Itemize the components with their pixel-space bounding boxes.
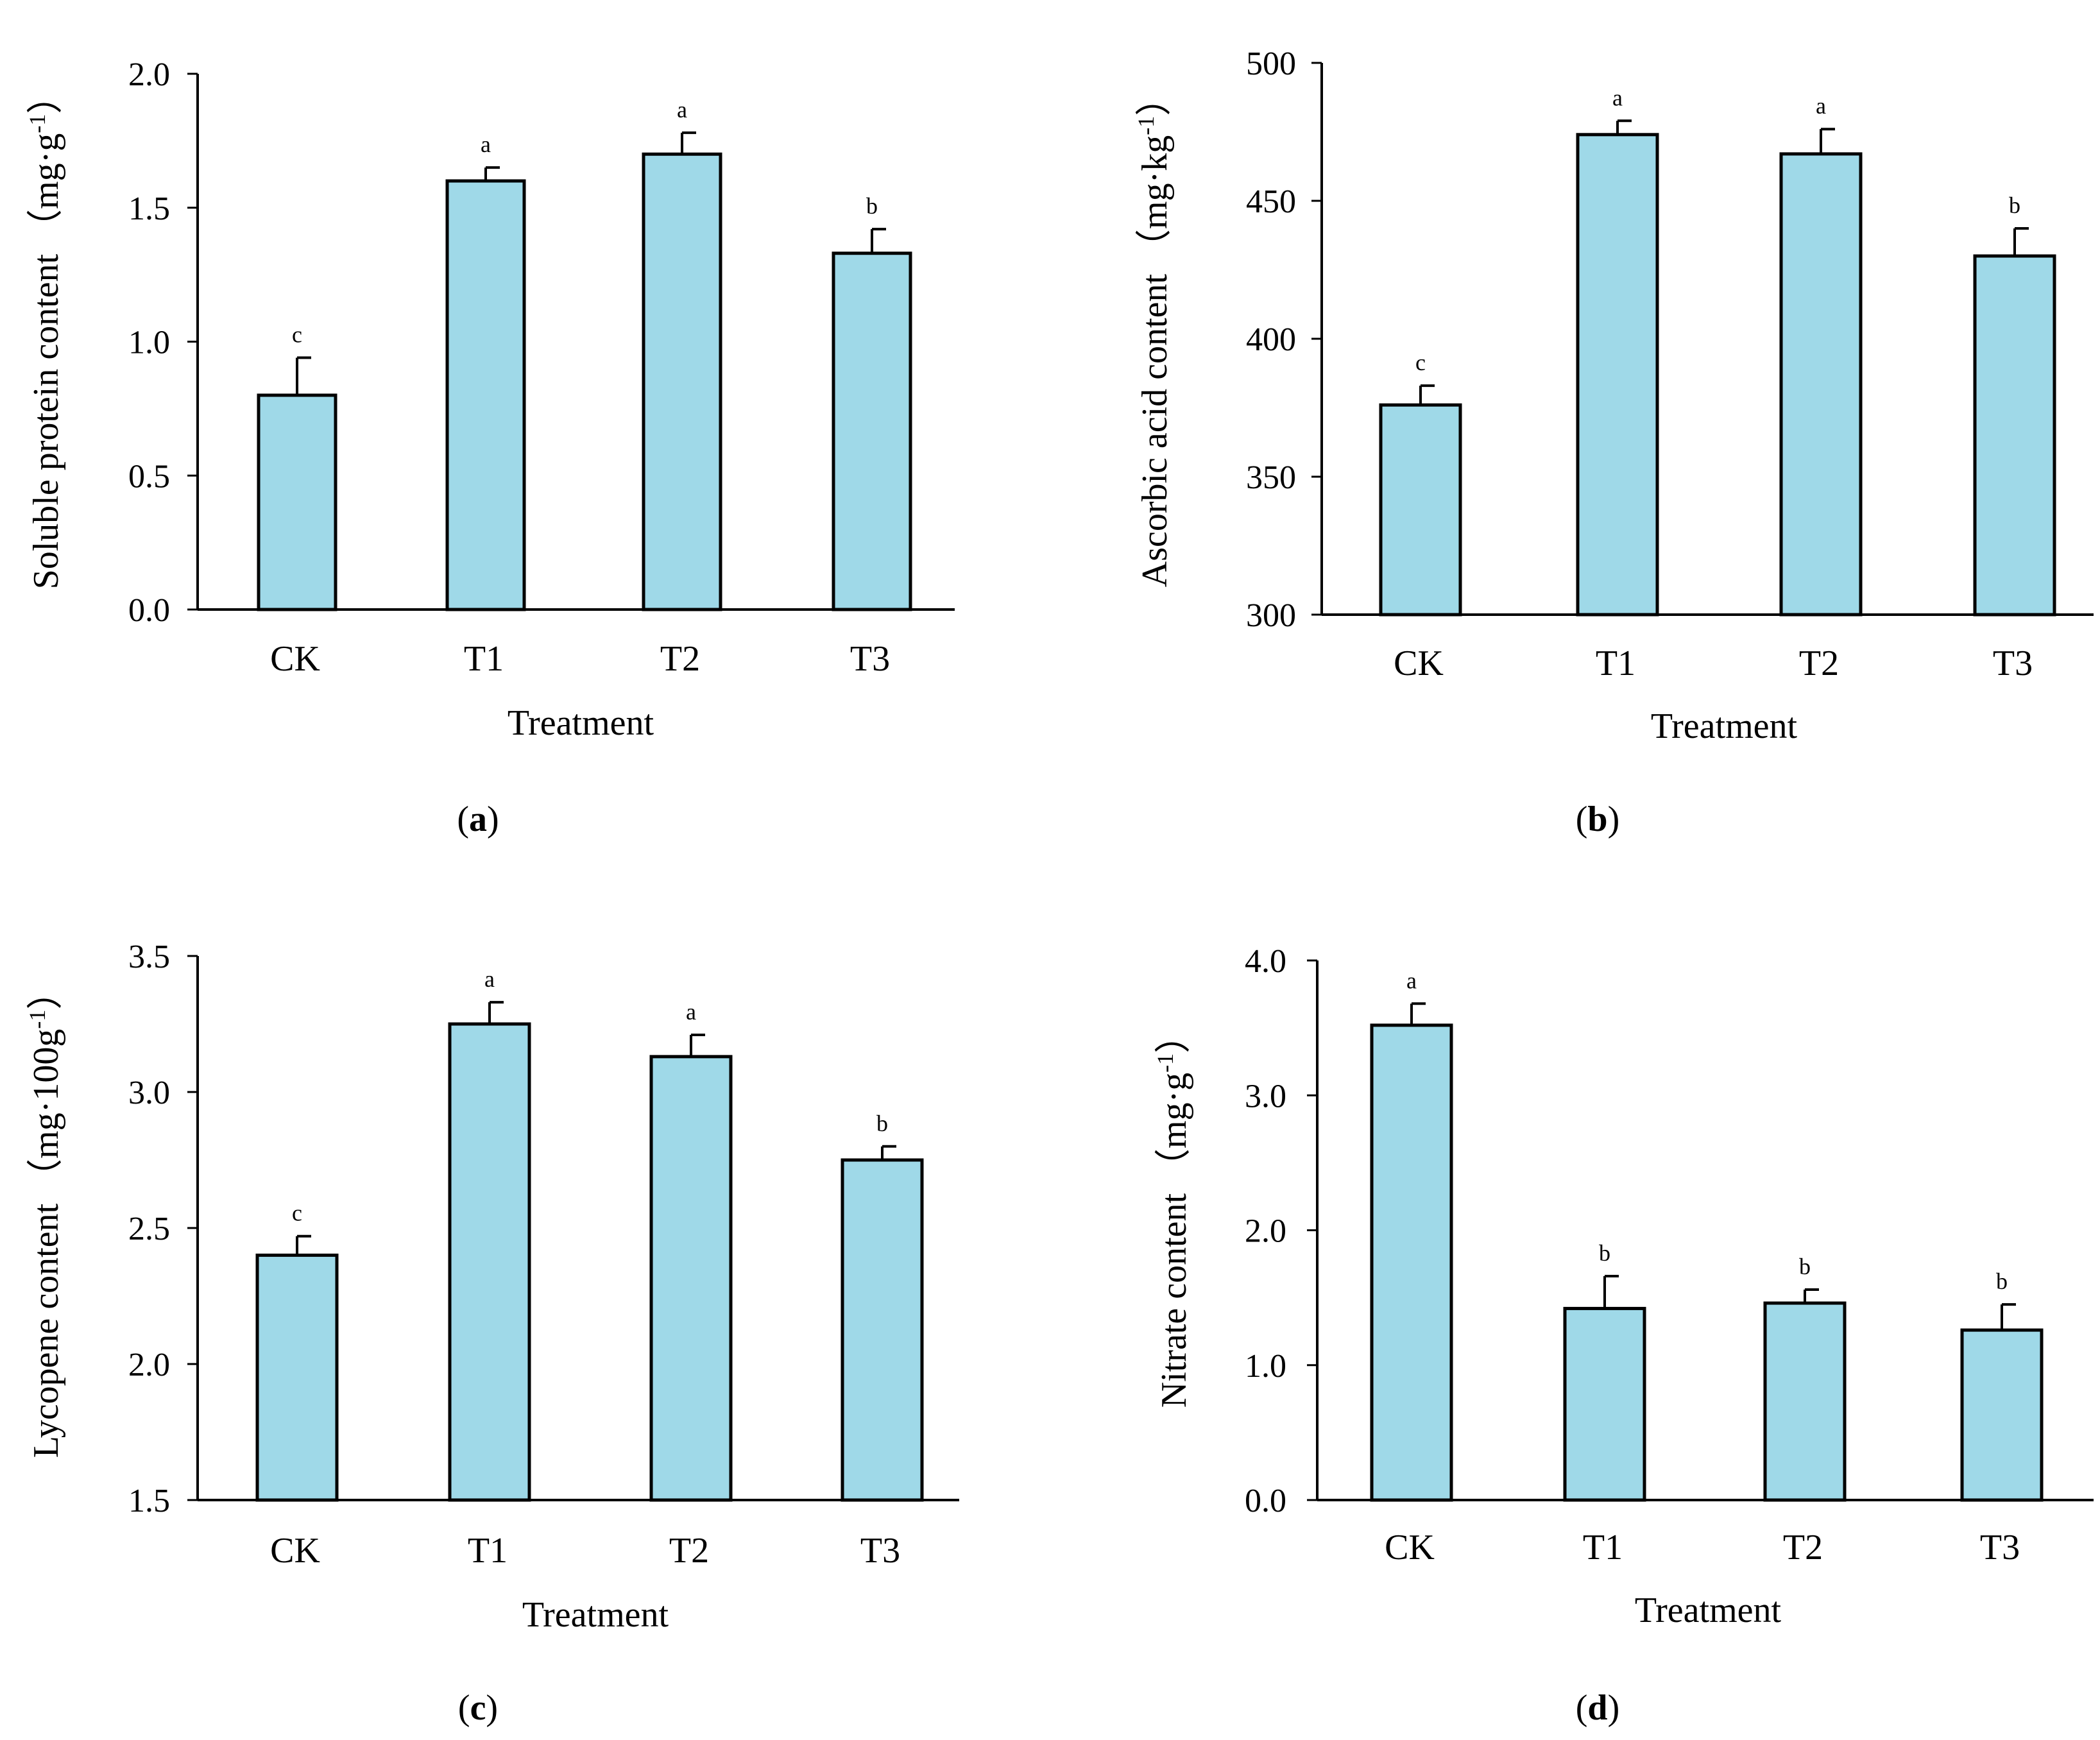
y-tick-label: 3.0 — [1245, 1078, 1286, 1114]
category-label: CK — [270, 639, 320, 679]
y-tick-label: 0.5 — [128, 458, 170, 495]
category-label: T1 — [1596, 644, 1635, 683]
bar-T2 — [1763, 1301, 1847, 1502]
y-tick-label: 1.5 — [128, 191, 170, 227]
bar-T2 — [1779, 152, 1863, 617]
bar-T1 — [1563, 1306, 1646, 1502]
category-label: T2 — [1799, 644, 1839, 683]
significance-letter: b — [876, 1111, 888, 1136]
y-tick-label: 400 — [1246, 321, 1296, 358]
chart-panel-c: 1.5 2.0 2.5 3.0 3.5 c CK a T1 a T2 b T3 Treatment Lyco… — [24, 939, 959, 1728]
bar-CK — [255, 1253, 339, 1502]
y-tick-label: 450 — [1246, 183, 1296, 220]
significance-letter: b — [1599, 1240, 1610, 1266]
x-axis-title: Treatment — [1651, 706, 1798, 746]
category-label: T3 — [850, 639, 890, 679]
y-tick-label: 300 — [1246, 597, 1296, 634]
y-tick-label: 3.5 — [128, 939, 170, 975]
y-tick-label: 2.0 — [1245, 1213, 1286, 1250]
y-axis-title: Nitrate content （mg·g-1） — [1152, 1018, 1194, 1408]
bar-T2 — [642, 152, 722, 611]
category-label: CK — [270, 1531, 320, 1571]
significance-letter: a — [1612, 85, 1623, 110]
bar-T3 — [1973, 254, 2056, 617]
significance-letter: a — [484, 966, 495, 992]
y-tick-label: 350 — [1246, 459, 1296, 496]
significance-letter: b — [2009, 192, 2020, 218]
category-label: T1 — [1583, 1528, 1623, 1567]
category-label: T2 — [669, 1531, 709, 1571]
bar-T3 — [832, 252, 912, 611]
x-axis-title: Treatment — [522, 1595, 669, 1635]
bar-T1 — [448, 1022, 531, 1502]
category-label: T3 — [860, 1531, 900, 1571]
significance-letter: b — [866, 193, 878, 219]
bar-T3 — [1960, 1328, 2044, 1502]
bar-T3 — [841, 1158, 924, 1502]
significance-letter: c — [292, 322, 302, 348]
significance-letter: c — [292, 1200, 302, 1226]
category-label: T3 — [1980, 1528, 2020, 1567]
panel-label: (c) — [458, 1688, 498, 1728]
y-tick-label: 4.0 — [1245, 943, 1286, 980]
significance-letter: b — [1799, 1254, 1811, 1279]
category-label: T1 — [464, 639, 504, 679]
bar-CK — [1379, 403, 1462, 617]
y-tick-label: 2.0 — [128, 56, 170, 93]
category-label: T2 — [660, 639, 700, 679]
bar-T1 — [1576, 133, 1659, 617]
chart-panel-a: 0.0 0.5 1.0 1.5 2.0 c CK a T1 a T2 b T3 Treatment Solu… — [24, 56, 955, 839]
bar-CK — [257, 393, 337, 611]
bar-T1 — [445, 179, 526, 611]
significance-letter: a — [686, 999, 696, 1025]
y-tick-label: 500 — [1246, 46, 1296, 82]
y-tick-label: 0.0 — [1245, 1483, 1286, 1519]
panel-label: (b) — [1576, 799, 1619, 839]
y-axis-title: Soluble protein content （mg·g-1） — [24, 78, 66, 590]
bar-CK — [1370, 1023, 1453, 1502]
significance-letter: a — [1816, 93, 1826, 119]
category-label: T2 — [1783, 1528, 1823, 1567]
y-tick-label: 1.0 — [1245, 1348, 1286, 1385]
significance-letter: a — [481, 132, 491, 157]
panel-label: (a) — [457, 799, 499, 839]
y-tick-label: 1.0 — [128, 325, 170, 361]
bar-T2 — [649, 1055, 733, 1502]
category-label: T1 — [468, 1531, 508, 1571]
significance-letter: b — [1996, 1268, 2008, 1294]
x-axis-title: Treatment — [1635, 1591, 1782, 1630]
significance-letter: a — [677, 97, 687, 123]
y-tick-label: 2.5 — [128, 1211, 170, 1247]
significance-letter: a — [1406, 968, 1417, 993]
category-label: CK — [1385, 1528, 1435, 1567]
category-label: CK — [1394, 644, 1444, 683]
y-tick-label: 2.0 — [128, 1347, 170, 1383]
panel-label: (d) — [1576, 1688, 1619, 1728]
chart-panel-b: 300 350 400 450 500 c CK a T1 a T2 b T3 Treatment Asco… — [1133, 46, 2094, 839]
y-tick-label: 0.0 — [128, 592, 170, 629]
y-axis-title: Ascorbic acid content （mg·kg-1） — [1133, 80, 1175, 587]
y-axis-title: Lycopene content （mg·100g-1） — [24, 974, 66, 1458]
y-tick-label: 1.5 — [128, 1483, 170, 1519]
x-axis-title: Treatment — [508, 703, 654, 743]
chart-panel-d: 0.0 1.0 2.0 3.0 4.0 a CK b T1 b T2 b T3 Treatment Nitr… — [1152, 943, 2094, 1728]
significance-letter: c — [1415, 350, 1426, 375]
y-tick-label: 3.0 — [128, 1075, 170, 1111]
category-label: T3 — [1993, 644, 2033, 683]
